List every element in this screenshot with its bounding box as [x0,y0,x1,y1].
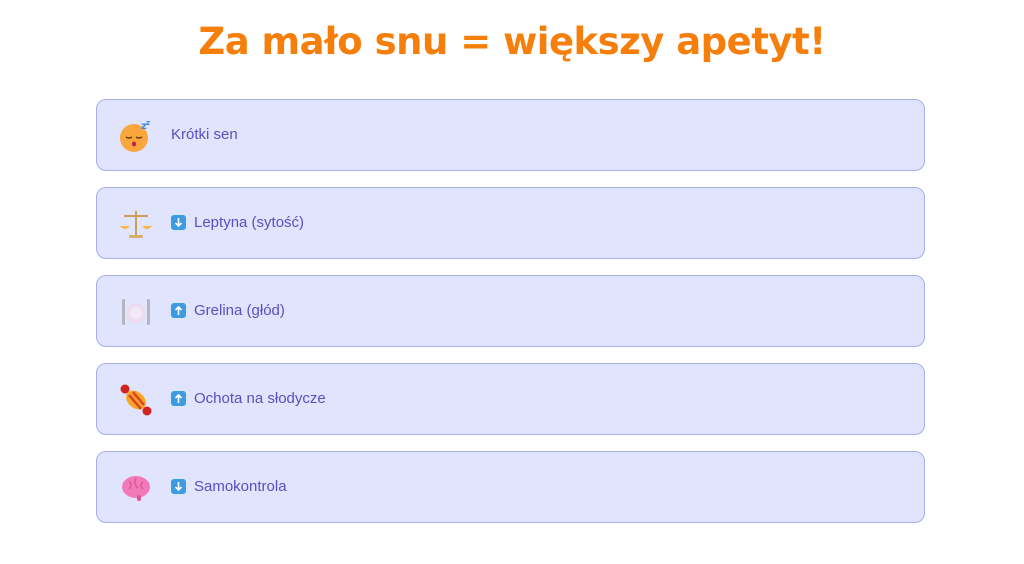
balance-scale-icon [120,211,152,238]
brain-icon [122,476,150,501]
list-item: Samokontrola [96,451,925,523]
arrow-down-icon [171,479,186,494]
item-label: Krótki sen [171,126,238,143]
item-label: Ochota na słodycze [194,390,326,407]
list-item: Grelina (głód) [96,275,925,347]
page-title: Za mało snu = większy apetyt! [198,20,826,63]
arrow-up-icon [171,391,186,406]
item-label: Samokontrola [194,478,287,495]
item-label: Grelina (głód) [194,302,285,319]
svg-text:z: z [146,119,150,127]
arrow-up-icon [171,303,186,318]
plate-cutlery-icon [122,299,150,325]
candy-icon [120,384,152,416]
list-item: Ochota na słodycze [96,363,925,435]
list-item: Leptyna (sytość) [96,187,925,259]
item-label: Leptyna (sytość) [194,214,305,231]
arrow-down-icon [171,215,186,230]
svg-text:z: z [141,121,147,132]
list-item: z z Krótki sen [96,99,925,171]
sleeping-face-icon: z z [120,119,150,152]
